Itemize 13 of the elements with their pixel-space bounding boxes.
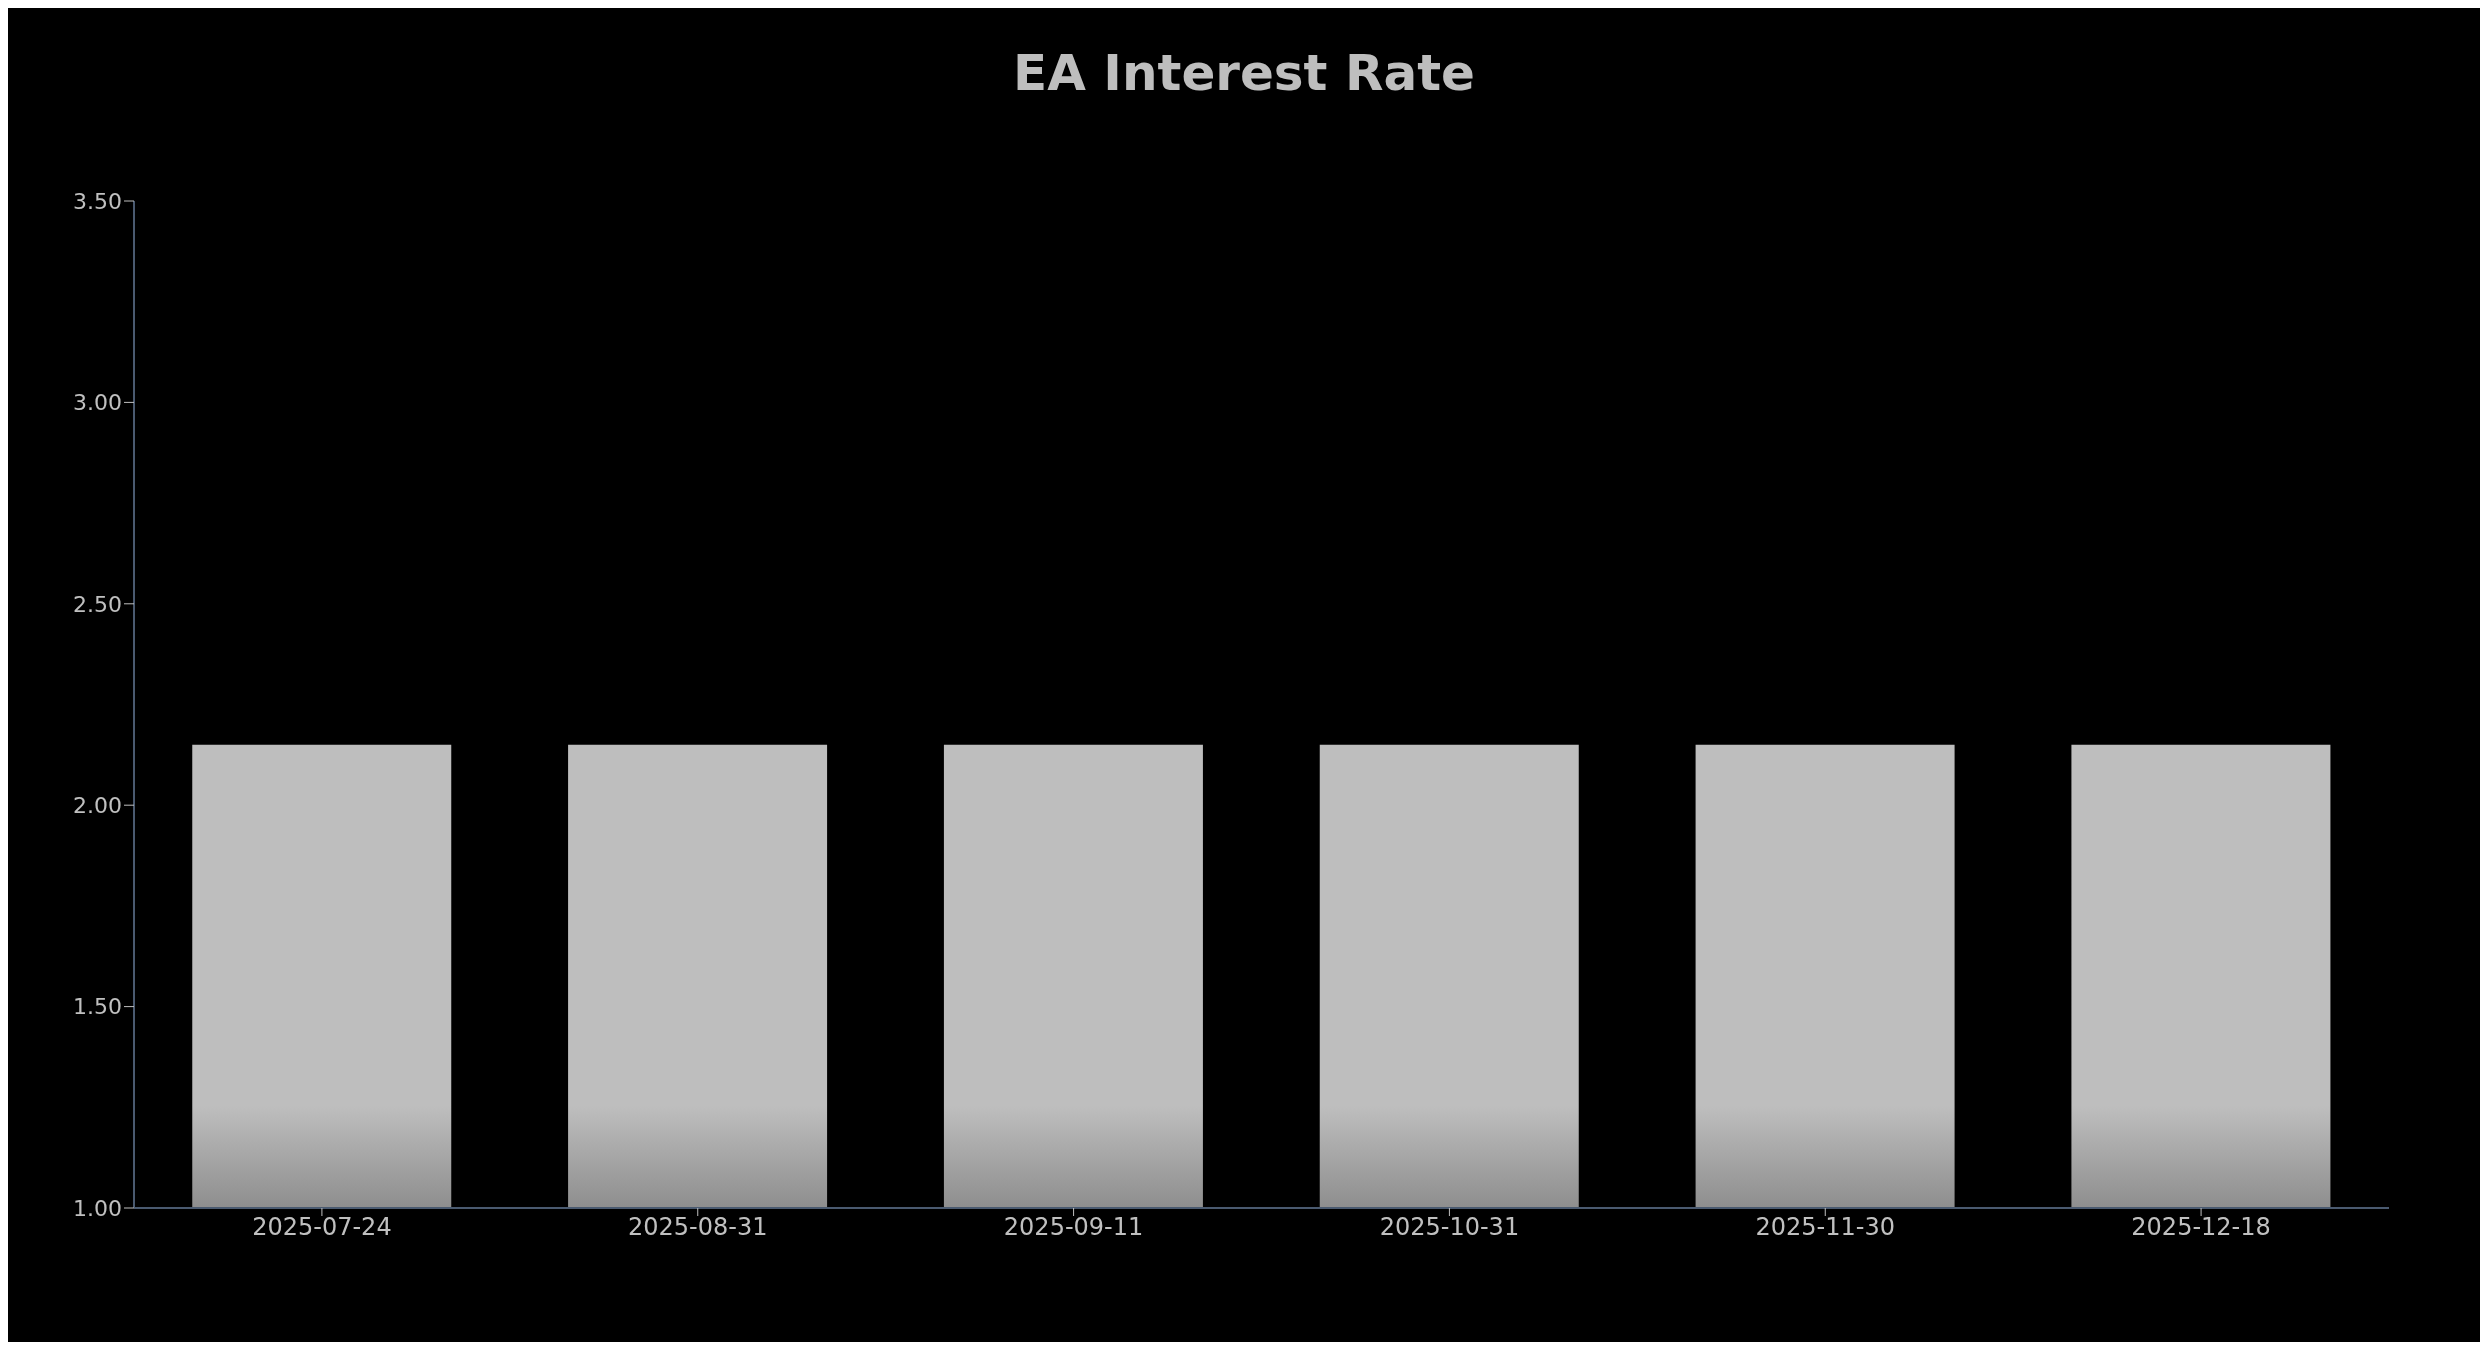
x-tick-label: 2025-07-24	[252, 1213, 392, 1242]
y-tick-label: 3.50	[73, 188, 122, 214]
x-tick-label: 2025-12-18	[2131, 1213, 2271, 1242]
x-tick-label: 2025-09-11	[1003, 1213, 1144, 1242]
chart-title: EA Interest Rate	[1012, 44, 1476, 102]
x-tick-label: 2025-08-31	[628, 1213, 768, 1242]
y-tick-label: 1.00	[73, 1195, 122, 1221]
x-tick-label: 2025-10-31	[1379, 1213, 1520, 1242]
y-tick-label: 1.50	[73, 994, 122, 1020]
y-tick-label: 2.50	[73, 591, 122, 617]
y-tick-label: 3.00	[73, 390, 122, 416]
y-tick-label: 2.00	[73, 793, 122, 819]
x-tick-label: 2025-11-30	[1755, 1213, 1895, 1242]
